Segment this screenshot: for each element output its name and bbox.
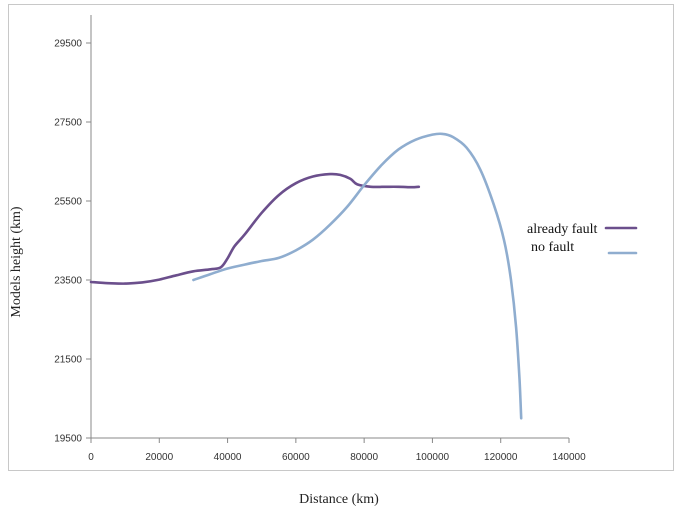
legend-label-0: already fault xyxy=(527,222,597,237)
axes xyxy=(90,15,569,439)
y-tick-label: 21500 xyxy=(54,355,82,366)
x-ticks: 0 20000 40000 60000 80000 100000 120000 140000 xyxy=(88,438,586,463)
y-tick-label: 25500 xyxy=(54,197,82,208)
legend: already fault no fault xyxy=(527,222,638,255)
chart-frame xyxy=(8,4,674,471)
y-tick-label: 29500 xyxy=(54,39,82,50)
x-tick-label: 100000 xyxy=(416,452,450,463)
x-tick-label: 60000 xyxy=(282,452,310,463)
legend-label-1: no fault xyxy=(531,240,574,255)
x-tick-label: 20000 xyxy=(145,452,173,463)
y-axis-title: Models height (km) xyxy=(9,206,24,318)
x-tick-label: 120000 xyxy=(484,452,518,463)
x-tick-label: 140000 xyxy=(552,452,586,463)
series-line-1 xyxy=(192,132,523,420)
x-tick-label: 80000 xyxy=(350,452,378,463)
x-axis-title: Distance (km) xyxy=(299,492,379,507)
y-ticks: 19500 21500 23500 25500 27500 29500 xyxy=(54,39,91,445)
x-tick-label: 0 xyxy=(88,452,94,463)
y-tick-label: 19500 xyxy=(54,434,82,445)
y-tick-label: 23500 xyxy=(54,276,82,287)
series-layer xyxy=(89,132,523,420)
y-tick-label: 27500 xyxy=(54,118,82,129)
series-line-0 xyxy=(89,172,421,285)
x-tick-label: 40000 xyxy=(214,452,242,463)
